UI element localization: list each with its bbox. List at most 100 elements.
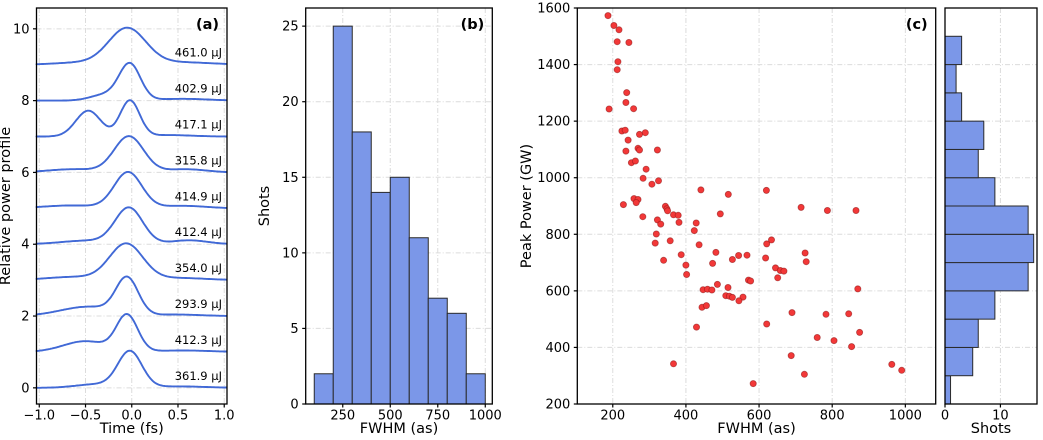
scatter-point xyxy=(709,259,717,267)
x-tick-label: 0 xyxy=(941,409,949,424)
panel-letter-label: (c) xyxy=(906,17,928,33)
power-profile-trace xyxy=(35,275,228,317)
y-tick-label: 1600 xyxy=(537,2,570,17)
plot-border xyxy=(576,7,937,405)
scatter-point xyxy=(655,177,663,185)
y-tick-label: 200 xyxy=(545,398,570,413)
power-profile-trace xyxy=(35,349,228,389)
power-profile-trace xyxy=(35,206,228,245)
x-tick-label: 200 xyxy=(600,409,625,424)
side-histogram-bar xyxy=(944,120,985,150)
side-histogram-bar xyxy=(944,92,963,122)
scatter-point xyxy=(641,129,649,137)
x-tick-label: 10 xyxy=(992,409,1009,424)
scatter-point xyxy=(692,219,700,227)
y-tick-label: 2 xyxy=(21,310,29,325)
power-profile-trace xyxy=(35,99,228,138)
scatter-point xyxy=(797,203,805,211)
scatter-point xyxy=(625,39,633,47)
y-tick-label: 1000 xyxy=(537,171,570,186)
side-histogram-bar xyxy=(944,375,952,405)
power-profile-trace xyxy=(35,135,228,173)
scatter-point xyxy=(801,249,809,257)
y-tick-label: 0 xyxy=(21,381,29,396)
scatter-point xyxy=(852,206,860,214)
trace-energy-label: 412.3 µJ xyxy=(175,333,222,347)
scatter-point xyxy=(660,256,668,264)
power-profile-trace xyxy=(35,170,228,209)
x-tick-label: 1000 xyxy=(469,409,502,424)
trace-energy-label: 354.0 µJ xyxy=(175,261,222,275)
power-profile-trace xyxy=(35,313,228,353)
scatter-point xyxy=(642,165,650,173)
scatter-point xyxy=(604,12,612,20)
scatter-point xyxy=(780,267,788,275)
x-tick-label: 800 xyxy=(820,409,845,424)
x-axis-label: FWHM (as) xyxy=(717,421,795,437)
scatter-point xyxy=(763,240,771,248)
y-tick-label: 15 xyxy=(282,171,299,186)
x-axis-label: FWHM (as) xyxy=(360,421,438,437)
scatter-point xyxy=(605,105,613,113)
y-tick-label: 1200 xyxy=(537,115,570,130)
trace-energy-label: 315.8 µJ xyxy=(175,153,222,167)
scatter-point xyxy=(614,58,622,66)
side-histogram-bar xyxy=(944,262,1029,292)
scatter-point xyxy=(639,174,647,182)
scatter-point xyxy=(788,309,796,317)
x-tick-label: 0.0 xyxy=(121,409,142,424)
y-axis-label: Peak Power (GW) xyxy=(519,144,535,268)
scatter-point xyxy=(823,206,831,214)
y-axis-label: Relative power profile xyxy=(0,127,14,285)
scatter-point xyxy=(888,360,896,368)
scatter-point xyxy=(690,227,698,235)
scatter-point xyxy=(624,136,632,144)
y-tick-label: 10 xyxy=(13,22,30,37)
scatter-point xyxy=(845,310,853,318)
scatter-point xyxy=(762,186,770,194)
plot-border xyxy=(944,7,1038,405)
scatter-point xyxy=(622,147,630,155)
side-histogram-bar xyxy=(944,233,1035,264)
scatter-point xyxy=(830,337,838,345)
y-tick-label: 0 xyxy=(290,398,298,413)
side-histogram-bar xyxy=(944,205,1029,235)
scatter-point xyxy=(623,89,631,97)
scatter-point xyxy=(670,360,678,368)
scatter-point xyxy=(747,277,755,285)
trace-energy-label: 461.0 µJ xyxy=(175,46,222,60)
side-histogram-bar xyxy=(944,35,963,66)
x-tick-label: 250 xyxy=(330,409,355,424)
scatter-point xyxy=(695,241,703,249)
y-tick-label: 600 xyxy=(545,284,570,299)
side-histogram-bar xyxy=(944,346,974,377)
x-tick-label: 1.0 xyxy=(214,409,235,424)
x-tick-label: 1000 xyxy=(889,409,922,424)
scatter-point xyxy=(702,302,710,310)
y-tick-label: 20 xyxy=(282,95,299,110)
scatter-point xyxy=(743,251,751,259)
scatter-point xyxy=(674,211,682,219)
scatter-point xyxy=(610,21,618,29)
x-tick-label: 500 xyxy=(378,409,403,424)
y-tick-label: 10 xyxy=(282,246,299,261)
y-tick-label: 1400 xyxy=(537,58,570,73)
scatter-point xyxy=(666,237,674,245)
y-tick-label: 4 xyxy=(21,238,29,253)
y-tick-label: 800 xyxy=(545,228,570,243)
scatter-point xyxy=(636,146,644,154)
scatter-point xyxy=(693,323,701,331)
x-axis-label: Time (fs) xyxy=(99,421,164,437)
scatter-point xyxy=(631,157,639,165)
power-profile-trace xyxy=(35,61,228,102)
scatter-point xyxy=(653,146,661,154)
scatter-point xyxy=(619,201,627,209)
scatter-point xyxy=(621,126,629,134)
x-tick-label: −0.5 xyxy=(70,409,102,424)
scatter-point xyxy=(651,239,659,247)
trace-energy-label: 293.9 µJ xyxy=(175,297,222,311)
y-tick-label: 5 xyxy=(290,322,298,337)
